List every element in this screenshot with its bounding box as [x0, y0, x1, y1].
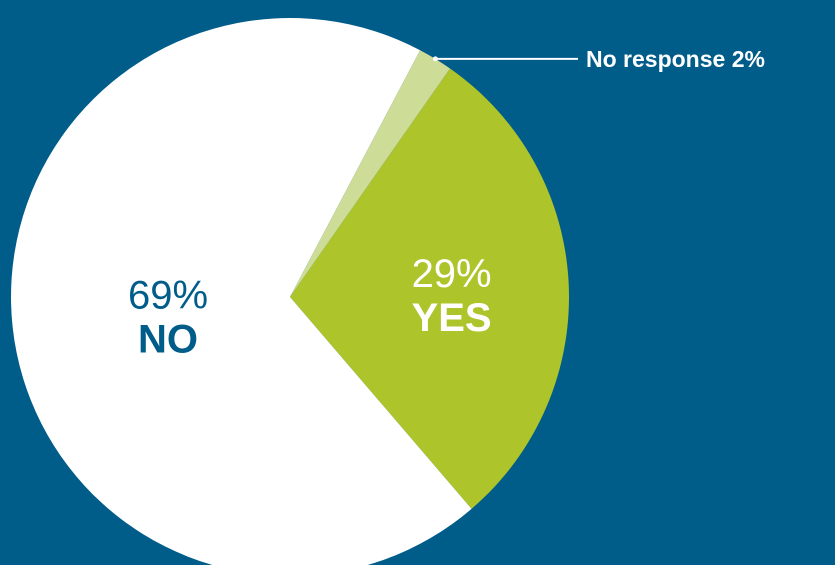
- callout-no-response-label: No response 2%: [586, 46, 765, 72]
- slice-yes-label: YES: [412, 296, 492, 340]
- slice-yes: [290, 68, 570, 509]
- slice-labels: 29% YES 69% NO: [128, 252, 492, 362]
- slice-yes-percent: 29%: [412, 252, 492, 296]
- slice-no-label: NO: [138, 318, 198, 362]
- pie-slices: [11, 18, 570, 565]
- slice-no-response: [290, 50, 451, 298]
- callout: No response 2%: [432, 46, 765, 72]
- slice-no-percent: 69%: [128, 274, 208, 318]
- slice-no: [11, 18, 472, 565]
- callout-dot: [432, 56, 438, 62]
